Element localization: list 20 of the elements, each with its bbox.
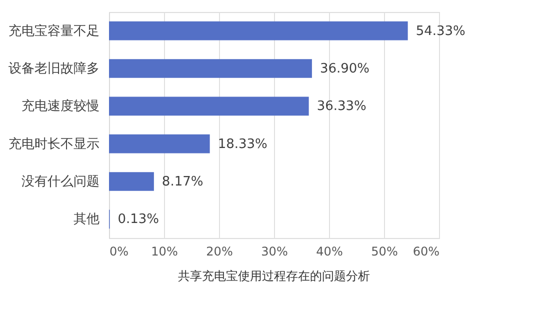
x-tick-label: 0%: [110, 244, 129, 258]
x-tick-label: 60%: [412, 244, 440, 258]
data-label: 18.33%: [218, 136, 268, 152]
data-label: 0.13%: [118, 212, 160, 228]
x-tick-label: 20%: [206, 244, 233, 258]
data-label: 36.33%: [316, 99, 366, 114]
y-tick-label: 其他: [74, 212, 100, 228]
y-tick-label: 没有什么问题: [22, 174, 100, 190]
y-tick-label: 充电时长不显示: [8, 136, 100, 152]
y-tick-label: 充电宝容量不足: [8, 22, 100, 39]
x-tick-label: 10%: [151, 244, 178, 258]
data-label: 36.90%: [320, 62, 370, 76]
x-tick-label: 50%: [371, 244, 398, 258]
text: 共享充电宝使用过程存在的问题分析: [178, 269, 370, 283]
y-tick-label: 设备老旧故障多: [8, 62, 100, 76]
y-tick-label: 充电速度较慢: [22, 98, 100, 114]
x-tick-label: 30%: [261, 244, 288, 258]
x-tick-label: 40%: [316, 244, 343, 258]
data-label: 54.33%: [416, 24, 466, 39]
data-label: 8.17%: [162, 174, 204, 190]
